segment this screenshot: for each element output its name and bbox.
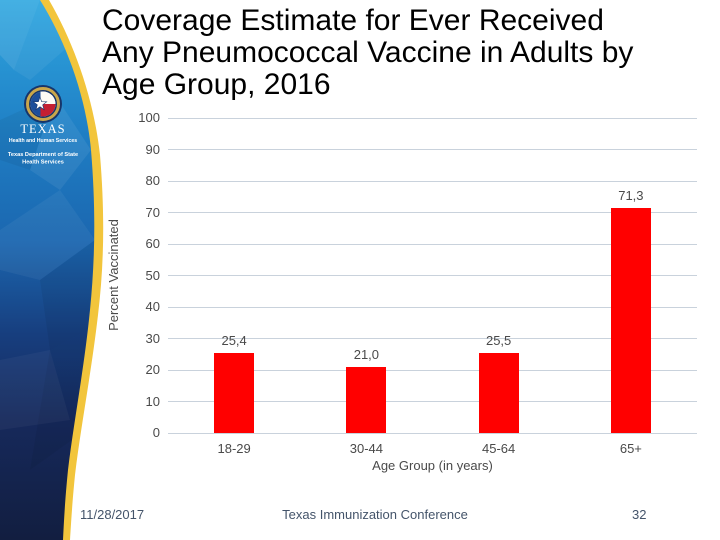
gridline-y60	[168, 243, 697, 245]
x-tick-label-45-64: 45-64	[482, 441, 516, 456]
dept-name-line1: Texas Department of State	[8, 152, 78, 158]
slide-title: Coverage Estimate for Ever Received Any …	[102, 5, 714, 101]
y-tick-label-40: 40	[145, 299, 160, 314]
dept-name-line2: Health Services	[22, 160, 64, 166]
bar-45-64	[478, 352, 519, 433]
x-axis-tick-labels: 18-29 30-44 45-64 65+	[168, 441, 697, 456]
org-name: TEXAS	[20, 122, 65, 136]
org-subtitle: Health and Human Services	[9, 138, 77, 144]
gridline-y30	[168, 338, 697, 339]
y-tick-label-0: 0	[152, 425, 160, 440]
footer-event-name: Texas Immunization Conference	[282, 507, 468, 522]
bar-value-label-30-44: 21,0	[353, 346, 380, 362]
footer-date: 11/28/2017	[80, 507, 145, 522]
sidebar-facets	[0, 0, 95, 470]
bar-value-label-65+: 71,3	[618, 188, 644, 204]
gridline-y10	[168, 401, 697, 402]
slide-title-line3: Age Group, 2016	[102, 68, 331, 101]
y-tick-label-10: 10	[145, 393, 160, 409]
bar-chart-plot-area: 0 10 20 30 40 50 60 70 80 90 100 25,4 21,0 25,5 71,3	[138, 110, 697, 440]
y-tick-label-30: 30	[145, 330, 160, 346]
sidebar-blue-shape	[0, 0, 95, 540]
y-tick-label-80: 80	[145, 173, 160, 188]
gridline-y0	[168, 432, 697, 434]
gridline-y90	[168, 149, 697, 150]
x-axis-title: Age Group (in years)	[372, 458, 493, 473]
y-tick-label-20: 20	[145, 362, 160, 377]
y-tick-label-50: 50	[145, 267, 160, 283]
x-tick-label-30-44: 30-44	[349, 441, 383, 456]
slide-title-line2: Any Pneumococcal Vaccine in Adults by	[102, 36, 634, 69]
y-axis-title: Percent Vaccinated	[106, 219, 121, 331]
sidebar-graphic: TEXAS Health and Human Services Texas De…	[0, 0, 104, 540]
bar-30-44	[346, 366, 387, 433]
bar-65+	[610, 208, 651, 433]
texas-hhs-seal-icon	[24, 85, 62, 123]
y-tick-label-60: 60	[145, 236, 160, 251]
x-tick-label-18-29: 18-29	[217, 441, 251, 456]
bar-value-label-18-29: 25,4	[221, 333, 247, 348]
y-tick-label-90: 90	[145, 141, 160, 157]
bar-value-label-45-64: 25,5	[485, 332, 512, 348]
y-tick-label-70: 70	[145, 204, 160, 220]
gridline-y40	[168, 306, 697, 308]
bar-18-29	[214, 353, 255, 433]
gridline-y80	[168, 180, 697, 182]
footer-page-number: 32	[632, 507, 647, 522]
gridline-y70	[168, 212, 697, 213]
gridline-y20	[168, 369, 697, 371]
y-tick-label-100: 100	[138, 110, 160, 125]
gridline-y100	[168, 117, 697, 119]
gridline-y50	[168, 275, 697, 276]
x-tick-label-65+: 65+	[619, 441, 642, 456]
slide-title-line1: Coverage Estimate for Ever Received	[102, 4, 604, 37]
